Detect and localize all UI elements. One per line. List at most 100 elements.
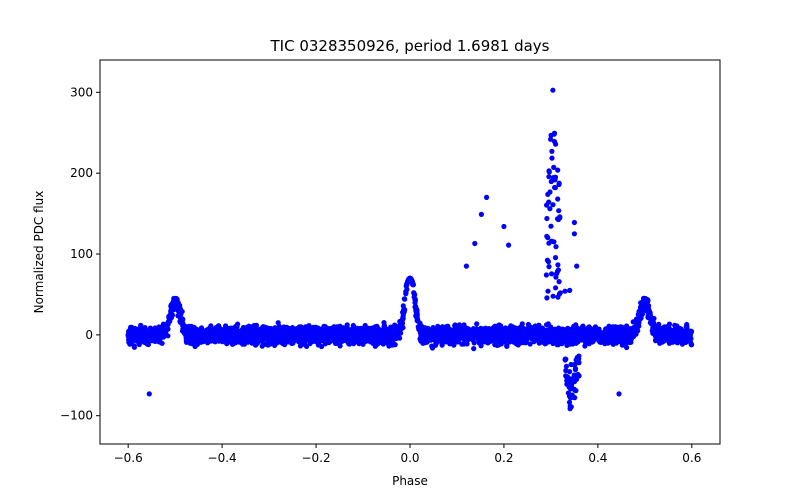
data-point: [412, 297, 418, 303]
data-point: [144, 341, 150, 347]
data-point: [169, 312, 176, 318]
y-tick-label: 100: [70, 247, 93, 261]
data-point: [627, 331, 634, 337]
data-point: [542, 341, 548, 347]
data-point: [340, 327, 346, 333]
data-point: [645, 297, 651, 303]
data-point: [466, 327, 472, 333]
data-point: [261, 329, 267, 336]
data-point: [501, 333, 507, 339]
data-point: [257, 333, 263, 339]
data-point: [555, 167, 561, 173]
data-point: [140, 332, 146, 338]
data-point: [629, 326, 635, 332]
data-point: [431, 336, 437, 342]
data-point: [556, 208, 562, 214]
data-point: [687, 328, 693, 334]
data-point: [506, 242, 512, 248]
data-point: [595, 334, 602, 340]
data-point: [523, 328, 529, 334]
data-point: [274, 328, 280, 334]
data-point: [619, 342, 626, 348]
data-point: [674, 323, 680, 329]
data-point: [135, 339, 141, 345]
data-point: [658, 333, 664, 339]
data-point: [667, 332, 673, 338]
data-point: [650, 327, 656, 333]
data-point: [297, 335, 304, 341]
data-point: [439, 342, 445, 348]
data-point: [571, 231, 578, 237]
data-point: [204, 328, 210, 334]
data-point: [361, 333, 367, 339]
data-point: [198, 328, 204, 334]
data-point: [208, 332, 214, 339]
data-point: [312, 327, 318, 333]
data-point: [335, 332, 341, 338]
data-point: [392, 342, 398, 348]
data-point: [546, 169, 552, 175]
data-point: [571, 219, 578, 226]
data-point: [444, 329, 451, 335]
data-point: [181, 325, 187, 332]
data-point: [678, 334, 684, 340]
data-point: [284, 331, 290, 337]
data-point: [476, 340, 482, 346]
data-point: [485, 340, 491, 346]
data-point: [556, 279, 562, 285]
data-point: [455, 327, 461, 333]
data-point: [402, 296, 408, 302]
data-point: [220, 332, 226, 338]
data-point: [519, 321, 525, 327]
data-point: [571, 374, 577, 380]
data-point: [568, 404, 574, 410]
data-point: [153, 327, 159, 334]
data-point: [656, 337, 662, 343]
data-point: [471, 340, 477, 346]
data-point: [384, 340, 391, 346]
data-point: [391, 327, 398, 333]
data-point: [555, 196, 561, 202]
data-point: [611, 332, 617, 338]
data-point: [565, 374, 571, 380]
data-point: [684, 334, 691, 340]
data-point: [563, 338, 569, 344]
data-point: [566, 399, 573, 405]
data-point: [211, 328, 218, 334]
data-point: [381, 322, 387, 329]
data-point: [388, 324, 394, 330]
scatter-points: [125, 87, 695, 412]
data-point: [259, 339, 265, 345]
data-point: [555, 267, 562, 273]
data-point: [496, 342, 502, 348]
data-point: [662, 327, 668, 333]
data-point: [318, 328, 325, 334]
data-point: [639, 301, 645, 307]
data-point: [327, 339, 333, 345]
data-point: [478, 211, 484, 217]
data-point: [131, 344, 137, 350]
data-point: [505, 336, 511, 342]
data-point: [156, 338, 162, 344]
data-point: [632, 319, 638, 326]
data-point: [410, 280, 416, 286]
data-point: [475, 336, 481, 342]
data-point: [549, 148, 555, 154]
data-point: [668, 339, 675, 345]
data-point: [232, 331, 238, 337]
data-point: [688, 342, 694, 348]
data-point: [413, 313, 419, 319]
data-point: [527, 341, 533, 347]
data-point: [304, 343, 310, 349]
data-point: [552, 185, 559, 191]
data-point: [544, 257, 551, 263]
data-point: [175, 313, 181, 319]
data-point: [575, 371, 581, 378]
data-point: [474, 321, 480, 327]
data-point: [567, 395, 574, 401]
data-point: [636, 308, 642, 314]
data-point: [417, 323, 423, 329]
data-point: [563, 356, 569, 362]
data-point: [582, 335, 588, 341]
data-point: [574, 263, 580, 269]
